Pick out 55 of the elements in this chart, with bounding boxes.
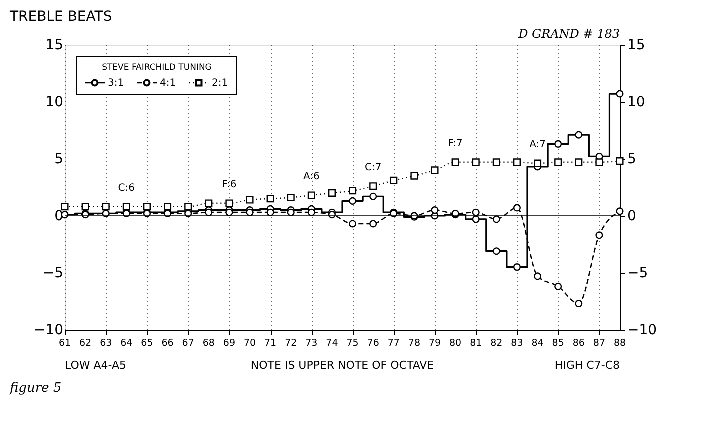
y2-tick-label: 5 (628, 152, 636, 168)
x-tick-label: 65 (141, 338, 154, 349)
caption: figure 5 (9, 381, 62, 396)
x-tick-label: 63 (100, 338, 112, 349)
y2-tick-label: 0 (628, 208, 636, 224)
annotation: F:7 (448, 138, 463, 150)
x-axis-title: NOTE IS UPPER NOTE OF OCTAVE (250, 359, 434, 372)
x-tick-label: 72 (285, 338, 298, 349)
annotation: F:6 (222, 179, 237, 190)
y2-tick-label: −5 (628, 266, 648, 282)
y2-tick-label: −10 (628, 322, 658, 338)
y-tick-label: 5 (54, 152, 64, 168)
x-tick-label: 74 (326, 338, 338, 349)
chart-subtitle: D GRAND # 183 (518, 27, 620, 41)
x-tick-label: 71 (264, 338, 277, 349)
x-tick-label: 78 (408, 338, 420, 349)
x-tick-label: 66 (162, 338, 174, 349)
x-tick-label: 82 (490, 338, 503, 349)
x-tick-label: 61 (58, 338, 72, 349)
x-tick-label: 76 (367, 338, 380, 349)
x-tick-label: 62 (80, 338, 92, 349)
y-tick-label: 10 (46, 94, 64, 110)
x-tick-label: 86 (572, 338, 585, 349)
x-tick-label: 77 (388, 338, 400, 349)
annotation: A:7 (530, 140, 546, 151)
x-tick-label: 88 (614, 338, 626, 349)
x-tick-label: 73 (306, 338, 318, 349)
y2-tick-label: 15 (628, 38, 646, 54)
text: HIGH C7-C8 (554, 359, 620, 372)
x-tick-label: 81 (470, 338, 482, 349)
y-tick-label: −5 (42, 266, 64, 282)
annotation: A:6 (303, 171, 320, 182)
legend-label: 4:1 (160, 78, 176, 89)
legend-label: 3:1 (108, 78, 124, 89)
x-tick-label: 67 (182, 338, 194, 349)
annotation: C:7 (364, 162, 382, 174)
y-tick-label: −10 (34, 322, 64, 338)
x-tick-label: 80 (450, 338, 462, 349)
x-tick-label: 75 (346, 338, 359, 349)
legend-label: 2:1 (212, 78, 228, 89)
y2-tick-label: 10 (628, 94, 646, 110)
x-tick-label: 64 (120, 338, 133, 349)
x-tick-label: 84 (532, 338, 544, 349)
x-tick-label: 83 (511, 338, 524, 349)
chart-title: TREBLE BEATS (9, 9, 112, 25)
x-tick-label: 70 (244, 338, 256, 349)
annotation: C:6 (118, 182, 136, 194)
text: LOW A4-A5 (65, 359, 127, 372)
y-tick-label: 15 (46, 38, 64, 54)
x-tick-label: 79 (428, 338, 442, 349)
x-tick-label: 87 (593, 338, 606, 349)
x-tick-label: 85 (552, 338, 564, 349)
legend-title: STEVE FAIRCHILD TUNING (102, 63, 212, 73)
x-tick-label: 68 (202, 338, 215, 349)
x-tick-label: 69 (223, 338, 236, 349)
